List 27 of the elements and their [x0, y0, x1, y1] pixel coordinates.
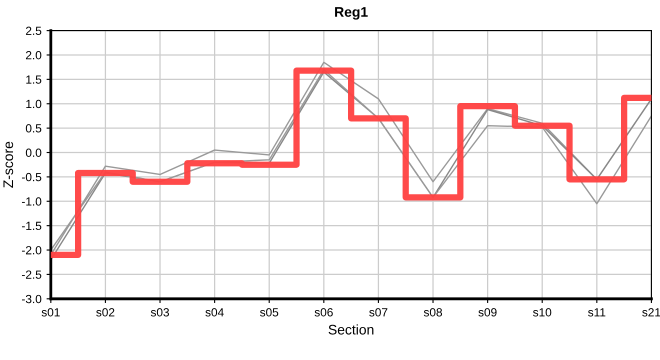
x-tick-label: s01	[42, 308, 60, 316]
y-tick-label: 0.0	[26, 148, 42, 157]
y-tick-label: 2.5	[26, 26, 42, 35]
y-tick-label: -0.5	[22, 172, 42, 182]
x-tick-label: s11	[588, 308, 606, 316]
x-tick-label: s04	[205, 308, 224, 316]
x-tick-label: s10	[533, 308, 552, 316]
x-tick-label: s09	[478, 308, 497, 316]
x-axis-title: Section	[328, 324, 374, 335]
x-tick-label: s03	[150, 308, 170, 316]
x-tick-label: s02	[96, 308, 114, 316]
x-tick-label: s08	[424, 308, 442, 316]
y-tick-label: 1.5	[26, 76, 42, 84]
x-tick-label: s07	[369, 308, 388, 316]
x-tick-label: s06	[314, 308, 333, 316]
x-tick-label: s21	[642, 308, 660, 316]
y-tick-label: 2.0	[26, 51, 42, 60]
y-tick-label: 0.5	[26, 124, 42, 133]
y-tick-label: -1.5	[22, 222, 42, 230]
x-tick-label: s05	[260, 308, 278, 316]
y-axis-title: Z-score	[3, 142, 14, 188]
y-tick-label: 1.0	[26, 100, 42, 108]
y-tick-label: -2.0	[22, 246, 42, 254]
chart-title: Reg1	[335, 7, 368, 20]
y-tick-label: -2.5	[22, 270, 42, 279]
y-tick-label: -1.0	[22, 197, 42, 206]
y-tick-label: -3.0	[22, 294, 42, 304]
